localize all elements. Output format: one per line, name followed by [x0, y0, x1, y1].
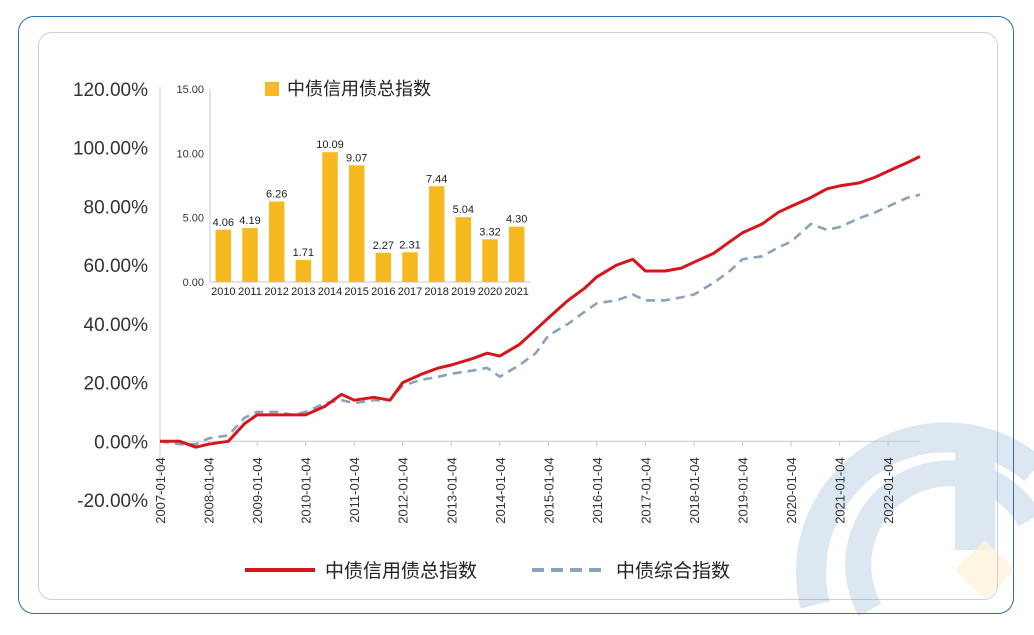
inset-bar-value-label: 9.07: [346, 152, 367, 164]
inset-bar-value-label: 4.19: [239, 215, 260, 227]
inset-category-label: 2020: [478, 286, 502, 298]
inset-category-label: 2018: [424, 286, 448, 298]
x-tick-label: 2014-01-04: [493, 457, 508, 524]
y-tick-label: 60.00%: [84, 256, 149, 277]
x-tick-label: 2018-01-04: [687, 457, 702, 524]
x-tick-label: 2015-01-04: [541, 457, 556, 524]
inset-category-label: 2016: [371, 286, 395, 298]
watermark-logo: [796, 422, 1034, 617]
inset-bar: [348, 165, 365, 282]
inset-category-label: 2011: [238, 286, 262, 298]
inset-bar: [322, 152, 338, 282]
inset-bar-value-label: 10.09: [316, 139, 344, 151]
x-tick-label: 2011-01-04: [347, 457, 362, 523]
inset-bar-value-label: 1.71: [293, 247, 314, 259]
inset-bar: [482, 239, 498, 282]
x-tick-label: 2016-01-04: [590, 457, 605, 524]
main-axes: 120.00% 100.00% 80.00% 60.00% 40.00% 20.00% 0.…: [73, 80, 920, 524]
inset-bar-value-label: 7.44: [426, 173, 447, 185]
x-tick-label: 2017-01-04: [638, 457, 653, 524]
inset-bar-value-label: 4.30: [506, 214, 527, 226]
outer-frame: [18, 16, 1014, 614]
x-tick-label: 2007-01-04: [153, 457, 168, 524]
x-tick-label: 2010-01-04: [299, 457, 314, 524]
inset-bar-value-label: 3.32: [479, 226, 500, 238]
x-tick-label: 2022-01-04: [881, 457, 896, 524]
y-tick-label: 20.00%: [84, 374, 149, 395]
y-tick-label: 120.00%: [73, 80, 148, 101]
inset-bar-chart: 15.00 10.00 5.00 0.00 4.06 2010 4.19 2011 6.26 20…: [176, 79, 530, 298]
main-lines: [159, 155, 921, 449]
inset-category-label: 2013: [291, 286, 315, 298]
inset-bar: [295, 259, 312, 282]
legend-label: 中债信用债总指数: [325, 560, 477, 582]
inset-legend-swatch: [265, 82, 279, 96]
inset-bar: [242, 228, 258, 282]
inset-bar: [455, 217, 472, 282]
inset-bar-value-label: 5.04: [453, 204, 474, 216]
inset-bar: [268, 201, 285, 282]
x-tick-label: 2012-01-04: [396, 457, 411, 524]
y-tick-label: 40.00%: [84, 315, 149, 336]
x-tick-label: 2020-01-04: [784, 457, 799, 524]
x-tick-label: 2008-01-04: [202, 457, 217, 524]
series-line-credit: [160, 155, 921, 449]
inset-legend-label: 中债信用债总指数: [287, 79, 431, 99]
x-tick-label: 2021-01-04: [833, 457, 848, 524]
inset-bar: [428, 186, 445, 282]
inset-y-tick-label: 10.00: [176, 148, 204, 160]
inset-category-label: 2019: [451, 286, 475, 298]
x-tick-label: 2013-01-04: [444, 457, 459, 523]
inset-category-label: 2021: [504, 286, 528, 298]
y-tick-label: -20.00%: [77, 491, 148, 512]
y-tick-label: 0.00%: [94, 432, 148, 453]
inset-bar-value-label: 6.26: [266, 188, 287, 200]
inset-bar: [375, 252, 392, 282]
x-tick-label: 2009-01-04: [250, 457, 265, 524]
inset-y-tick-label: 15.00: [176, 84, 204, 96]
inset-bar: [402, 252, 418, 282]
legend: 中债信用债总指数 中债综合指数: [245, 560, 730, 582]
inset-bar-value-label: 2.27: [373, 240, 394, 252]
inset-category-label: 2017: [398, 286, 422, 298]
inset-category-label: 2010: [211, 286, 235, 298]
inset-category-label: 2015: [344, 286, 368, 298]
inset-bar: [508, 226, 525, 282]
legend-label: 中债综合指数: [616, 560, 730, 582]
inset-bar-value-label: 2.31: [399, 239, 420, 251]
inset-bar-value-label: 4.06: [213, 217, 234, 229]
y-tick-label: 80.00%: [84, 197, 149, 218]
inset-bar: [215, 229, 232, 282]
y-tick-label: 100.00%: [73, 139, 148, 160]
inset-y-tick-label: 5.00: [183, 213, 204, 225]
x-tick-label: 2019-01-04: [735, 457, 750, 524]
inset-category-label: 2012: [264, 286, 288, 298]
chart-panel: [38, 32, 998, 600]
inset-y-tick-label: 0.00: [183, 277, 204, 289]
inset-category-label: 2014: [318, 286, 342, 298]
